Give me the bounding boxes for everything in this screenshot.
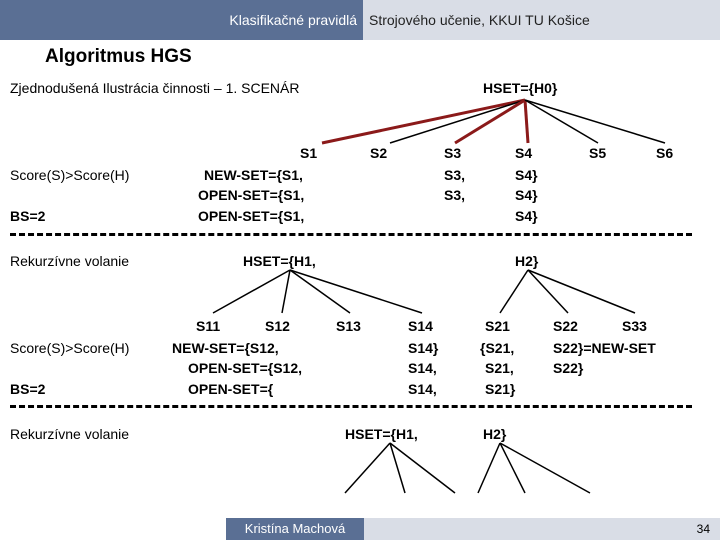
s1-new-set: NEW-SET={S1,: [204, 167, 303, 183]
state-s1: S1: [300, 145, 318, 161]
s21-value-a: {S21,: [480, 340, 515, 356]
footer-author: Kristína Machová: [226, 518, 364, 540]
s22-value-b: S22}: [553, 360, 584, 376]
hset-h2-bottom: H2}: [483, 426, 507, 442]
s4-value-b: S4}: [515, 187, 538, 203]
tree-edge-h1-s12: [281, 269, 291, 314]
beam-size-1: BS=2: [10, 208, 46, 224]
state-s14: S14: [408, 318, 433, 334]
tree-edge-h0-s5: [524, 99, 599, 144]
page-number: 34: [696, 522, 710, 536]
tree-edge-h1-s11: [212, 269, 291, 314]
hset-h2-mid: H2}: [515, 253, 539, 269]
score-condition-1: Score(S)>Score(H): [10, 167, 130, 183]
score-condition-2: Score(S)>Score(H): [10, 340, 130, 356]
s12-new-set: NEW-SET={S12,: [172, 340, 279, 356]
s21-value-b: S21,: [485, 360, 514, 376]
tree-edge-h0-s1: [321, 98, 526, 145]
hset-h1-mid: HSET={H1,: [243, 253, 316, 269]
hset-h1-bottom: HSET={H1,: [345, 426, 418, 442]
tree-edge-h2-s21: [499, 269, 529, 314]
tree-edge-bottom-h1-b: [389, 442, 406, 494]
state-s13: S13: [336, 318, 361, 334]
s4-value-c: S4}: [515, 208, 538, 224]
scenario-subtitle: Zjednodušená Ilustrácia činnosti – 1. SC…: [10, 80, 300, 96]
tree-edge-bottom-h2-c: [499, 442, 591, 494]
s1-open-set-2: OPEN-SET={S1,: [198, 208, 305, 224]
tree-edge-h1-s13: [289, 269, 351, 314]
slide-title: Algoritmus HGS: [45, 46, 192, 67]
tree-edge-h0-s6: [524, 99, 666, 144]
s14-value-a: S14}: [408, 340, 439, 356]
tree-edge-bottom-h1-a: [344, 442, 391, 494]
hset-h0: HSET={H0}: [483, 80, 558, 96]
footer-bar: [364, 518, 720, 540]
s1-open-set-1: OPEN-SET={S1,: [198, 187, 305, 203]
separator-dashed-1: [10, 233, 692, 236]
s14-value-c: S14,: [408, 381, 437, 397]
tree-edge-h0-s3: [454, 98, 526, 145]
state-s6: S6: [656, 145, 674, 161]
recursive-call-label-1: Rekurzívne volanie: [10, 253, 130, 269]
header-course-name: Strojového učenie, KKUI TU Košice: [363, 0, 720, 40]
recursive-call-label-2: Rekurzívne volanie: [10, 426, 130, 442]
s3-value-a: S3,: [444, 167, 466, 183]
tree-edge-h1-s14: [289, 269, 423, 314]
state-s22: S22: [553, 318, 578, 334]
beam-size-2: BS=2: [10, 381, 46, 397]
s22-new-set: S22}=NEW-SET: [553, 340, 656, 356]
tree-edge-h0-s2: [389, 99, 526, 144]
state-s12: S12: [265, 318, 290, 334]
tree-edge-h2-s22: [527, 269, 569, 314]
state-s21: S21: [485, 318, 510, 334]
state-s33: S33: [622, 318, 647, 334]
s12-open-set-1: OPEN-SET={S12,: [188, 360, 302, 376]
state-s11: S11: [196, 318, 221, 334]
state-s2: S2: [370, 145, 388, 161]
s14-value-b: S14,: [408, 360, 437, 376]
tree-edge-bottom-h2-a: [477, 442, 501, 494]
state-s3: S3: [444, 145, 462, 161]
tree-edge-h0-s4: [523, 99, 530, 144]
state-s5: S5: [589, 145, 607, 161]
s3-value-b: S3,: [444, 187, 466, 203]
tree-edge-h2-s33: [527, 269, 636, 314]
state-s4: S4: [515, 145, 533, 161]
tree-edge-bottom-h1-c: [389, 442, 456, 494]
header-course-topic: Klasifikačné pravidlá: [0, 0, 363, 40]
s4-value-a: S4}: [515, 167, 538, 183]
tree-edge-bottom-h2-b: [499, 442, 526, 494]
separator-dashed-2: [10, 405, 692, 408]
s21-value-c: S21}: [485, 381, 516, 397]
s12-open-set-2: OPEN-SET={: [188, 381, 274, 397]
